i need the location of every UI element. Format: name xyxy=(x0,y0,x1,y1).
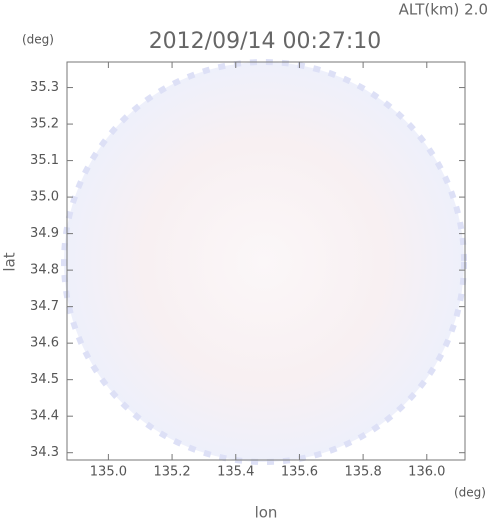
y-tick-label: 34.8 xyxy=(30,263,59,278)
y-axis-label: lat xyxy=(1,252,19,271)
subtitle: ALT(km) 2.0 xyxy=(399,1,488,19)
radar-disc xyxy=(64,62,464,462)
y-tick-label: 35.3 xyxy=(30,80,59,95)
plot-frame xyxy=(66,61,466,461)
y-tick-label: 34.6 xyxy=(30,336,59,351)
y-tick-label: 35.1 xyxy=(30,153,59,168)
y-unit: (deg) xyxy=(22,33,54,47)
x-axis-label: lon xyxy=(255,504,278,521)
x-unit: (deg) xyxy=(454,486,486,500)
x-tick-label: 135.4 xyxy=(217,465,254,480)
y-tick-label: 34.4 xyxy=(30,409,59,424)
y-tick-label: 35.0 xyxy=(30,190,59,205)
x-tick-label: 135.6 xyxy=(281,465,318,480)
y-tick-label: 34.3 xyxy=(30,445,59,460)
x-tick-label: 135.0 xyxy=(90,465,127,480)
x-tick-label: 135.8 xyxy=(345,465,382,480)
x-tick-label: 136.0 xyxy=(408,465,445,480)
y-tick-label: 34.9 xyxy=(30,226,59,241)
chart-title: 2012/09/14 00:27:10 xyxy=(149,29,382,54)
y-tick-label: 35.2 xyxy=(30,117,59,132)
x-tick-label: 135.2 xyxy=(153,465,190,480)
y-tick-label: 34.7 xyxy=(30,299,59,314)
radar-edge xyxy=(61,59,467,465)
y-tick-label: 34.5 xyxy=(30,372,59,387)
